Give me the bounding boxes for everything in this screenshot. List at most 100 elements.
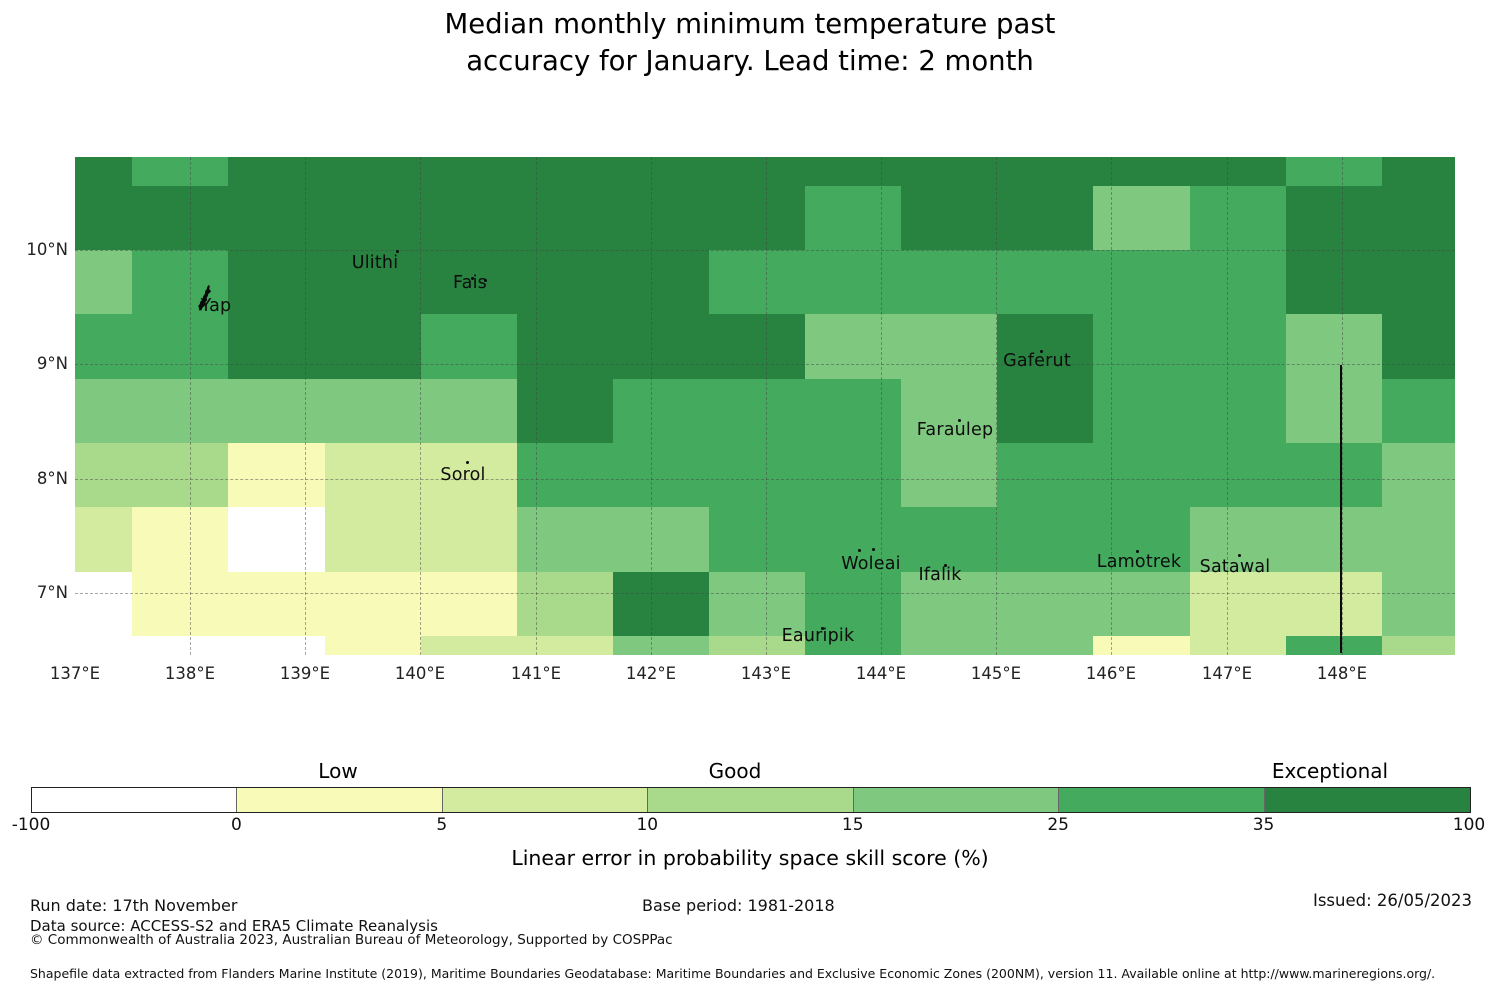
heatmap-cell <box>1093 443 1190 507</box>
y-tick-label: 8°N <box>36 469 68 488</box>
heatmap-cell <box>421 572 517 636</box>
heatmap-cell <box>325 250 421 314</box>
island-marker-dot <box>471 277 474 280</box>
heatmap-cell <box>75 314 132 379</box>
island-label-fais: Fais <box>453 273 487 293</box>
heatmap-cell <box>1382 379 1455 443</box>
heatmap-cell <box>1286 379 1382 443</box>
colorbar-edge-label: 10 <box>636 815 659 835</box>
heatmap-cell <box>613 443 709 507</box>
y-tick-label: 10°N <box>26 240 68 259</box>
heatmap-cell <box>132 572 228 636</box>
colorbar-axis-title: Linear error in probability space skill … <box>511 846 989 870</box>
heatmap-cell <box>1190 186 1286 250</box>
graticule-meridian <box>996 157 997 655</box>
heatmap-cell <box>805 250 901 314</box>
heatmap-cell <box>132 157 228 186</box>
heatmap-cell <box>805 443 901 507</box>
colorbar-segment-lg <box>648 788 854 812</box>
heatmap-cell <box>75 186 132 250</box>
heatmap-cell <box>997 572 1093 636</box>
heatmap-cell <box>805 314 901 379</box>
island-marker-dot <box>872 548 875 551</box>
heatmap-cell <box>709 157 805 186</box>
heatmap-cell <box>325 379 421 443</box>
graticule-meridian <box>420 157 421 655</box>
x-tick-label: 141°E <box>510 664 562 683</box>
island-marker-dot <box>958 419 961 422</box>
x-tick-label: 138°E <box>164 664 216 683</box>
heatmap-cell <box>325 186 421 250</box>
colorbar-category-exceptional: Exceptional <box>1271 759 1389 783</box>
heatmap-cell <box>1286 157 1382 186</box>
x-tick-label: 147°E <box>1201 664 1253 683</box>
base-period-text: Base period: 1981-2018 <box>642 896 835 915</box>
colorbar-edge-label: 35 <box>1252 815 1275 835</box>
heatmap-cell <box>805 636 901 655</box>
heatmap-cell <box>1190 250 1286 314</box>
heatmap-cell <box>228 379 325 443</box>
heatmap-cell <box>228 157 325 186</box>
heatmap-cell <box>1190 636 1286 655</box>
island-marker-dot <box>466 461 469 464</box>
island-marker-dot <box>484 279 487 282</box>
heatmap-cell <box>997 379 1093 443</box>
colorbar-edge-label: 25 <box>1047 815 1069 835</box>
heatmap-cell <box>901 186 997 250</box>
heatmap-cell <box>228 314 325 379</box>
heatmap-cell <box>421 379 517 443</box>
island-marker-dot <box>1040 350 1043 353</box>
heatmap-cell <box>901 157 997 186</box>
heatmap-cell <box>901 507 997 572</box>
heatmap-cell <box>613 314 709 379</box>
heatmap-cell <box>1093 636 1190 655</box>
graticule-meridian <box>305 157 306 655</box>
heatmap-cell <box>132 314 228 379</box>
heatmap-cell <box>613 507 709 572</box>
graticule-parallel <box>75 479 1455 480</box>
heatmap-cell <box>1382 507 1455 572</box>
island-label-eauripik: Eauripik <box>781 626 855 646</box>
heatmap-cell <box>1093 250 1190 314</box>
island-marker-dot <box>821 627 824 630</box>
heatmap-cell <box>805 186 901 250</box>
heatmap-cell <box>901 379 997 443</box>
heatmap-cell <box>613 636 709 655</box>
heatmap-cell <box>997 636 1093 655</box>
x-tick-label: 145°E <box>970 664 1022 683</box>
heatmap-cell <box>228 572 325 636</box>
heatmap-cell <box>228 250 325 314</box>
heatmap-cell <box>421 314 517 379</box>
heatmap-cell <box>1382 636 1455 655</box>
y-tick-label: 9°N <box>36 354 68 373</box>
heatmap-cell <box>805 379 901 443</box>
island-marker-dot <box>858 549 861 552</box>
heatmap-cell <box>517 379 613 443</box>
graticule-meridian <box>1342 157 1343 655</box>
heatmap-cell <box>228 186 325 250</box>
heatmap-cell <box>901 572 997 636</box>
heatmap-cell <box>805 572 901 636</box>
colorbar-category-low: Low <box>318 759 358 783</box>
heatmap-cell <box>132 507 228 572</box>
colorbar-edge-label: 100 <box>1452 815 1486 835</box>
heatmap-cell <box>75 507 132 572</box>
graticule-meridian <box>651 157 652 655</box>
chart-title: Median monthly minimum temperature past … <box>0 6 1500 80</box>
heatmap-cell <box>517 443 613 507</box>
graticule-meridian <box>1227 157 1228 655</box>
heatmap-cell <box>421 443 517 507</box>
heatmap-cell <box>75 443 132 507</box>
island-label-sorol: Sorol <box>440 465 486 485</box>
heatmap-cell <box>1382 250 1455 314</box>
colorbar-segment-w <box>32 788 238 812</box>
colorbar-segment-mg <box>1059 788 1265 812</box>
heatmap-cell <box>1382 572 1455 636</box>
graticule-parallel <box>75 250 1455 251</box>
heatmap-cell <box>1382 443 1455 507</box>
colorbar-edge-label: -100 <box>11 815 51 835</box>
heatmap-cell <box>613 186 709 250</box>
heatmap-cell <box>1190 314 1286 379</box>
heatmap-cell <box>421 636 517 655</box>
